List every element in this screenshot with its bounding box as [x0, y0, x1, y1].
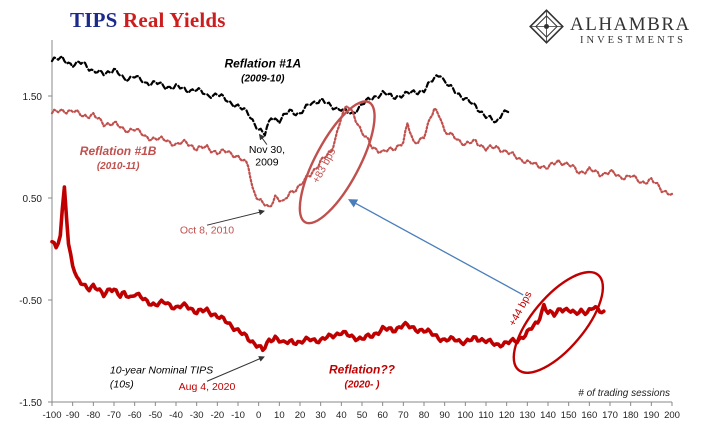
x-tick-label: -70 [107, 410, 121, 421]
annotation-label-tips: 10-year Nominal TIPS (10s) [110, 364, 213, 390]
annotation-line: 2009 [255, 157, 279, 169]
annotation-line: Aug 4, 2020 [179, 381, 236, 393]
alhambra-logo-icon [529, 9, 564, 44]
annotation-text: Nov 30, 2009 [249, 144, 285, 169]
annotation-label-1a: Reflation #1A (2009-10) [224, 56, 301, 84]
annotation-label-aug: Aug 4, 2020 [179, 356, 265, 393]
x-tick-label: -10 [231, 410, 245, 421]
x-tick-label: 10 [274, 410, 285, 421]
annotation-label-44: +44 bps [506, 289, 534, 328]
x-tick-label: 160 [581, 410, 597, 421]
x-tick-label: 0 [256, 410, 261, 421]
annotation-line: +83 bps [310, 147, 338, 186]
x-tick-label: -30 [190, 410, 204, 421]
chart-title: TIPS Real Yields [70, 8, 226, 33]
annotation-text: Reflation?? (2020- ) [329, 362, 396, 390]
x-tick-label: 40 [336, 410, 347, 421]
annotation-line: (10s) [110, 378, 134, 390]
annotation-label-oct: Oct 8, 2010 [180, 209, 265, 237]
annotation-text: Reflation #1B (2010-11) [80, 144, 157, 172]
x-tick-label: -40 [169, 410, 183, 421]
annotation-text: Reflation #1A (2009-10) [224, 56, 301, 84]
chart-axes: -1.50-0.500.501.50-100 -90 -80 -70 -60 -50 -40… [19, 40, 680, 421]
x-tick-label: 30 [315, 410, 326, 421]
annotation-line: (2010-11) [97, 161, 140, 172]
annotation-text: +83 bps [310, 147, 338, 186]
x-tick-label: -80 [86, 410, 100, 421]
annotation-line: Reflation #1B [80, 144, 157, 158]
annotation-text: +44 bps [506, 289, 534, 328]
annotation-label-83: +83 bps [310, 147, 338, 186]
annotation-text: Aug 4, 2020 [179, 381, 236, 393]
x-tick-label: 20 [295, 410, 306, 421]
annotation-label-now: Reflation?? (2020- ) [329, 362, 396, 390]
ellipse-reflation-1b [298, 100, 376, 225]
x-tick-label: 180 [623, 410, 639, 421]
x-tick-label: -100 [42, 410, 61, 421]
annotation-label-nov: Nov 30, 2009 [249, 133, 285, 169]
y-tick-label: 0.50 [23, 194, 43, 205]
series-line-2 [50, 105, 674, 208]
x-tick-label: -60 [128, 410, 142, 421]
x-axis-label: # of trading sessions [578, 388, 670, 399]
y-tick-label: 1.50 [23, 92, 43, 103]
x-tick-label: 50 [357, 410, 368, 421]
annotation-text: 10-year Nominal TIPS (10s) [110, 364, 213, 390]
highlight-ellipses [298, 100, 605, 374]
x-tick-label: 120 [499, 410, 515, 421]
annotation-line: 10-year Nominal TIPS [110, 364, 213, 376]
annotation-line: Reflation?? [329, 362, 396, 376]
x-tick-label: 70 [398, 410, 409, 421]
x-tick-label: 80 [419, 410, 430, 421]
brand-subtitle: INVESTMENTS [580, 35, 686, 46]
series-line-1 [50, 55, 510, 137]
annotation-label-1b: Reflation #1B (2010-11) [80, 144, 157, 172]
x-tick-label: -90 [66, 410, 80, 421]
y-tick-label: -1.50 [19, 398, 42, 409]
annotation-line: Reflation #1A [224, 56, 301, 70]
title-part-tips: TIPS [70, 8, 118, 32]
annotation-line: +44 bps [506, 289, 534, 328]
annotation-text: Oct 8, 2010 [180, 225, 234, 237]
x-tick-label: 150 [561, 410, 577, 421]
x-tick-label: 130 [519, 410, 535, 421]
x-tick-label: 190 [643, 410, 659, 421]
annotation-line: Nov 30, [249, 144, 285, 156]
brand-logo-text: ALHAMBRA INVESTMENTS [570, 14, 691, 46]
x-tick-label: 170 [602, 410, 618, 421]
x-tick-label: 200 [664, 410, 680, 421]
x-tick-label: 110 [478, 410, 493, 421]
annotation-line: (2020- ) [344, 379, 380, 390]
x-tick-label: 140 [540, 410, 556, 421]
series-line-3 [50, 185, 606, 353]
title-part-real-yields: Real Yields [122, 8, 226, 32]
annotation-line: Oct 8, 2010 [180, 225, 234, 237]
x-tick-label: 100 [457, 410, 473, 421]
x-tick-label: 90 [439, 410, 450, 421]
x-tick-label: -50 [148, 410, 162, 421]
annotation-pointer [206, 209, 265, 226]
series-layer [50, 55, 674, 353]
x-tick-label: -20 [210, 410, 224, 421]
annotation-line: (2009-10) [241, 73, 285, 84]
brand-name: ALHAMBRA [570, 14, 691, 35]
y-tick-label: -0.50 [19, 296, 42, 307]
comparison-arrow [348, 199, 524, 296]
x-tick-label: 60 [377, 410, 388, 421]
ellipse-reflation-current [512, 270, 605, 374]
annotation-pointer [258, 133, 268, 145]
annotation-pointer [206, 356, 265, 382]
